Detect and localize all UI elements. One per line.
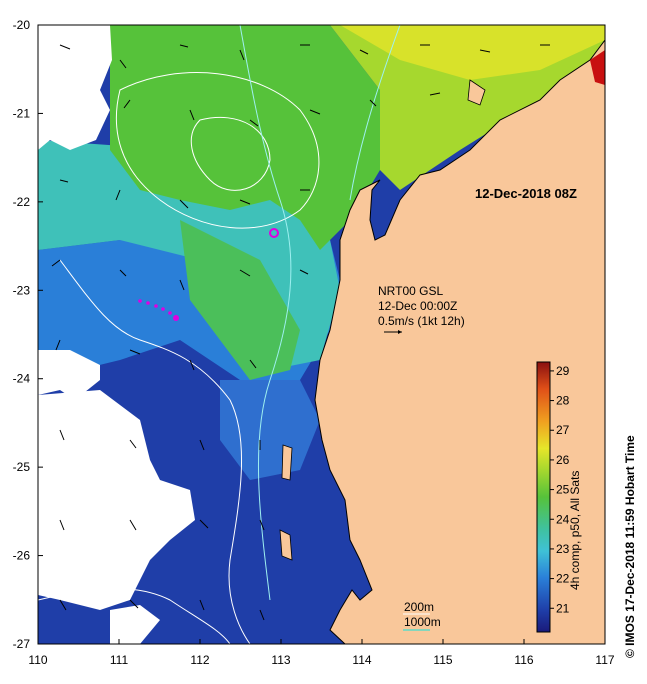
contour-3	[59, 259, 251, 644]
y-tick-label: -21	[13, 106, 31, 120]
colorbar: 21 22 23 24 25 26 27 28 29 4h comp, p50, All Sat…	[536, 361, 582, 633]
contour-2	[190, 116, 271, 191]
sst-blue-patch	[220, 380, 320, 480]
cloud-patch-nw	[38, 25, 112, 150]
y-tick-label: -22	[13, 195, 31, 209]
colorbar-title: 4h comp, p50, All Sats	[568, 471, 582, 590]
island-peron	[279, 529, 293, 561]
y-tick-label: -23	[13, 283, 31, 297]
credit-text: © IMOS 17-Dec-2018 11:59 Hobart Time	[623, 435, 637, 658]
island-north	[467, 79, 486, 106]
x-tick-label: 110	[28, 653, 47, 667]
colorbar-tick-label: 25	[556, 483, 570, 497]
x-tick-label: 111	[110, 653, 129, 667]
y-tick-label: -25	[13, 460, 31, 474]
x-tick-label: 116	[514, 653, 533, 667]
contour-shelf-north	[349, 25, 401, 201]
sst-green-band	[110, 25, 380, 250]
colorbar-tick-label: 24	[556, 512, 570, 526]
colorbar-tick-label: 26	[556, 453, 570, 467]
plot-frame	[37, 24, 606, 645]
sst-green-tongue	[180, 220, 300, 380]
colorbar-tick-label: 29	[556, 364, 570, 378]
sst-yellow-band	[340, 25, 605, 80]
current-legend-line1: NRT00 GSL	[378, 284, 443, 298]
depth-legend: 200m 1000m	[403, 600, 441, 631]
colorbar-tick-label: 22	[556, 572, 570, 586]
colorbar-tick-label: 27	[556, 423, 570, 437]
cloud-patch-sw	[38, 390, 195, 610]
y-axis: -20 -21 -22 -23 -24 -25 -26 -27	[13, 18, 43, 651]
y-tick-label: -20	[13, 18, 31, 32]
land-mass	[314, 39, 605, 644]
contour-200m	[239, 25, 292, 601]
current-legend-line3: 0.5m/s (1kt 12h)	[378, 314, 465, 328]
map-plot-area	[38, 25, 605, 644]
x-tick-label: 113	[271, 653, 290, 667]
depth-legend-1000m: 1000m	[404, 615, 441, 629]
current-scale-arrowhead	[398, 330, 402, 334]
y-tick-label: -27	[13, 637, 31, 651]
colorbar-gradient	[536, 361, 551, 633]
x-tick-label: 112	[190, 653, 209, 667]
colorbar-tick-label: 23	[556, 542, 570, 556]
cloud-patch-w	[38, 350, 100, 400]
drifter-track	[138, 299, 179, 321]
y-tick-label: -26	[13, 549, 31, 563]
colorbar-tick-label: 28	[556, 394, 570, 408]
warm-nearshore-patch	[590, 50, 605, 85]
contour-4	[38, 587, 231, 644]
x-tick-label: 115	[433, 653, 452, 667]
location-marker	[269, 228, 279, 238]
y-tick-label: -24	[13, 372, 31, 386]
current-legend-line2: 12-Dec 00:00Z	[378, 299, 457, 313]
depth-legend-200m: 200m	[404, 600, 434, 614]
colorbar-tick-label: 21	[556, 601, 570, 615]
x-tick-label: 114	[352, 653, 371, 667]
current-vectors	[51, 44, 550, 621]
contour-1	[115, 72, 320, 229]
x-tick-label: 117	[595, 653, 614, 667]
x-axis: 110 111 112 113 114 115 116 117	[28, 639, 615, 667]
island-dirk-hartog	[281, 444, 293, 481]
cloud-patch-s	[110, 605, 160, 644]
colorbar-ticks: 21 22 23 24 25 26 27 28 29	[550, 364, 570, 615]
current-legend: NRT00 GSL 12-Dec 00:00Z 0.5m/s (1kt 12h)	[378, 284, 465, 334]
date-label: 12-Dec-2018 08Z	[475, 186, 577, 201]
